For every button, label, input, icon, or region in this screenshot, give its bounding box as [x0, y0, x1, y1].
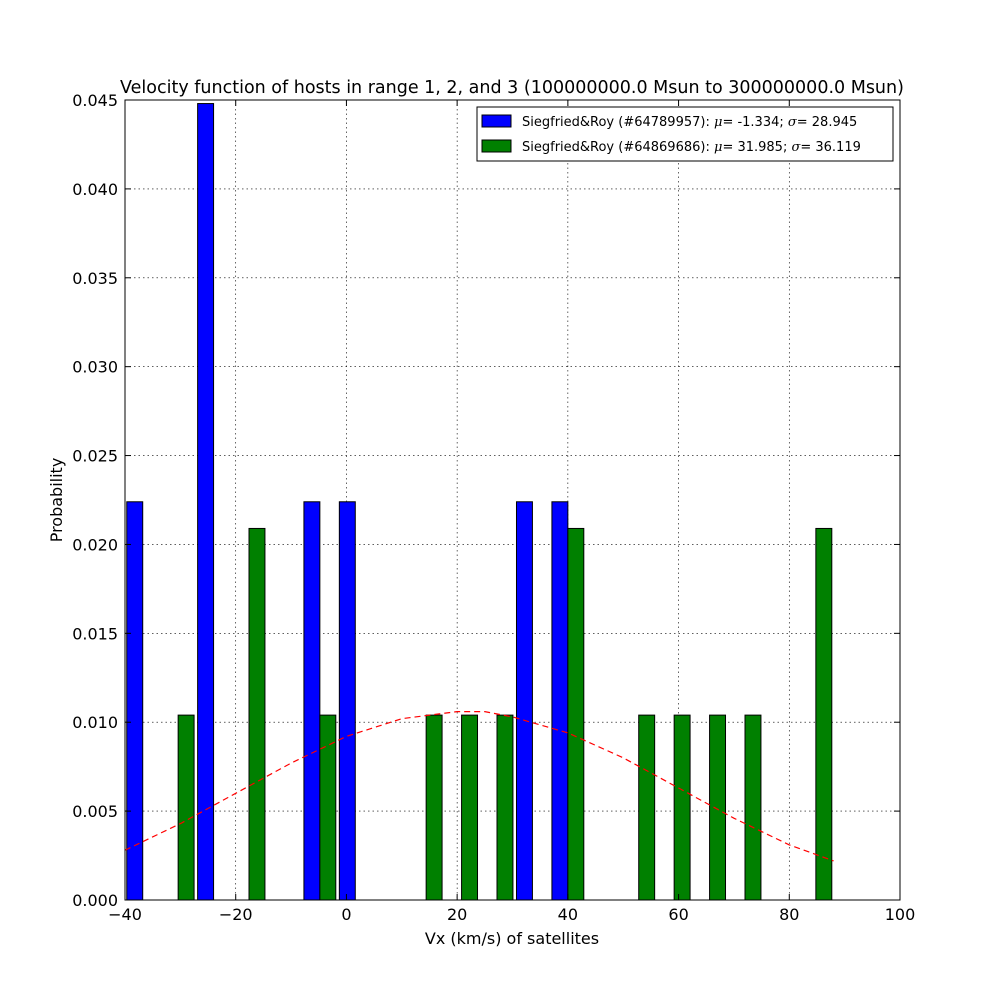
x-tick-label: 20 — [447, 905, 467, 924]
y-axis-label: Probability — [47, 458, 66, 543]
legend-entry: Siegfried&Roy (#64789957): μ= -1.334; σ=… — [522, 115, 857, 130]
y-tick-label: 0.005 — [72, 802, 118, 821]
y-tick-label: 0.040 — [72, 180, 118, 199]
legend-entry: Siegfried&Roy (#64869686): μ= 31.985; σ=… — [522, 140, 861, 155]
y-tick-label: 0.010 — [72, 713, 118, 732]
bar — [815, 527, 833, 901]
legend: Siegfried&Roy (#64789957): μ= -1.334; σ=… — [476, 106, 894, 162]
legend-box — [476, 106, 894, 162]
bar — [673, 714, 691, 901]
fit-curve — [124, 710, 834, 862]
x-tick-label: 40 — [558, 905, 578, 924]
plot-frame — [124, 99, 901, 901]
y-tick-label: 0.020 — [72, 535, 118, 554]
bar — [515, 501, 533, 901]
bar — [567, 527, 585, 901]
bar — [126, 501, 144, 901]
bar — [638, 714, 656, 901]
x-tick-label: 0 — [341, 905, 351, 924]
bars — [126, 103, 833, 901]
bar — [496, 714, 514, 901]
y-tick-label: 0.030 — [72, 358, 118, 377]
y-tick-label: 0.000 — [72, 891, 118, 910]
x-tick-label: 100 — [885, 905, 916, 924]
bar — [197, 103, 215, 901]
legend-swatch — [481, 114, 512, 128]
legend-swatch — [481, 139, 512, 153]
bar — [744, 714, 762, 901]
bar — [177, 714, 195, 901]
x-tick-label: 80 — [779, 905, 799, 924]
x-tick-label: −40 — [108, 905, 142, 924]
chart-title: Velocity function of hosts in range 1, 2… — [120, 78, 904, 98]
x-tick-label: 60 — [668, 905, 688, 924]
bar — [248, 527, 266, 901]
bar — [461, 714, 479, 901]
fit-curve-group — [124, 710, 834, 862]
y-tick-label: 0.035 — [72, 269, 118, 288]
axis-ticks: −40 −20 0 20 40 60 80 100 0.000 0.005 0.010 0.015 0.… — [72, 91, 915, 924]
bar — [709, 714, 727, 901]
bar — [338, 501, 356, 901]
x-axis-label: Vx (km/s) of satellites — [425, 929, 599, 948]
y-tick-label: 0.025 — [72, 447, 118, 466]
y-tick-label: 0.015 — [72, 624, 118, 643]
y-tick-label: 0.045 — [72, 91, 118, 110]
bar — [425, 714, 443, 901]
x-tick-label: −20 — [219, 905, 253, 924]
bar — [303, 501, 321, 901]
bar — [551, 501, 569, 901]
